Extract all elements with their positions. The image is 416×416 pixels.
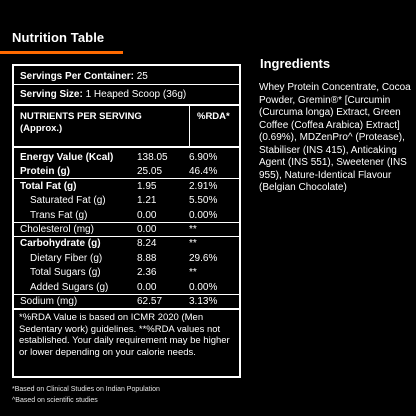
servings-per-container: Servings Per Container: 25: [20, 71, 148, 82]
nutrient-name: Total Fat (g): [20, 180, 77, 192]
nutrition-table-title: Nutrition Table: [12, 30, 105, 45]
nutrient-row: Protein (g) 25.05 46.4%: [14, 165, 239, 180]
rda-header: %RDA*: [197, 111, 230, 122]
nutrient-rda: 6.90%: [189, 152, 218, 163]
nutrient-rda: 0.00%: [189, 281, 218, 293]
nutrient-value: 0.00: [137, 209, 157, 221]
nutrient-value: 8.88: [137, 252, 157, 264]
nutrient-rda: 2.91%: [189, 180, 218, 192]
row-divider: [14, 236, 239, 237]
nutrient-row: Energy Value (Kcal) 138.05 6.90%: [14, 151, 239, 165]
nutrient-value: 1.21: [137, 195, 157, 207]
nutrient-rda: 0.00%: [189, 209, 218, 221]
nutrient-value: 0.00: [137, 224, 157, 235]
row-divider: [14, 221, 239, 223]
nutrients-header-line1: NUTRIENTS PER SERVING: [20, 111, 142, 122]
ingredients-title: Ingredients: [260, 56, 331, 71]
nutrient-value: 8.24: [137, 238, 157, 250]
nutrient-row: Added Sugars (g) 0.00 0.00%: [14, 281, 239, 295]
nutrients-header: NUTRIENTS PER SERVING (Approx.): [20, 111, 142, 135]
nutrient-name: Saturated Fat (g): [30, 195, 106, 207]
title-accent-bar: [0, 51, 123, 54]
nutrients-header-line2: (Approx.): [20, 123, 63, 134]
nutrient-value: 138.05: [137, 152, 168, 163]
nutrient-rda: **: [189, 238, 197, 250]
rda-footnote: *%RDA Value is based on ICMR 2020 (Men S…: [19, 312, 230, 358]
nutrient-value: 25.05: [137, 166, 163, 178]
nutrition-table: Servings Per Container: 25 Serving Size:…: [12, 64, 241, 378]
row-divider: [14, 293, 239, 295]
nutrient-name: Sodium (mg): [20, 296, 78, 307]
nutrient-name: Cholesterol (mg): [20, 224, 94, 235]
nutrient-row: Trans Fat (g) 0.00 0.00%: [14, 209, 239, 223]
footnote-clinical: *Based on Clinical Studies on Indian Pop…: [12, 386, 160, 393]
nutrient-row: Cholesterol (mg) 0.00 **: [14, 223, 239, 237]
nutrient-name: Added Sugars (g): [30, 281, 109, 293]
nutrient-value: 2.36: [137, 267, 157, 279]
nutrient-row: Sodium (mg) 62.57 3.13%: [14, 295, 239, 309]
nutrient-rda: **: [189, 267, 197, 279]
servings-per-container-value: 25: [136, 71, 148, 82]
nutrient-name: Protein (g): [20, 166, 70, 178]
nutrient-name: Trans Fat (g): [30, 209, 88, 221]
nutrient-name: Energy Value (Kcal): [20, 152, 114, 163]
nutrient-name: Total Sugars (g): [30, 267, 101, 279]
divider-thick: [14, 308, 239, 310]
nutrient-row: Carbohydrate (g) 8.24 **: [14, 237, 239, 251]
nutrient-name: Dietary Fiber (g): [30, 252, 103, 264]
nutrient-row: Saturated Fat (g) 1.21 5.50%: [14, 194, 239, 208]
nutrient-rda: 29.6%: [189, 252, 218, 264]
footnote-scientific: ^Based on scientific studies: [12, 397, 98, 404]
nutrient-rda: 46.4%: [189, 166, 218, 178]
divider-thick: [14, 104, 239, 106]
nutrient-rda: 5.50%: [189, 195, 218, 207]
serving-size-value: 1 Heaped Scoop (36g): [85, 89, 187, 100]
servings-per-container-label: Servings Per Container:: [20, 71, 134, 82]
divider: [14, 84, 239, 85]
divider-thick: [14, 146, 239, 148]
nutrient-row: Dietary Fiber (g) 8.88 29.6%: [14, 252, 239, 266]
serving-size-label: Serving Size:: [20, 89, 83, 100]
serving-size: Serving Size: 1 Heaped Scoop (36g): [20, 89, 186, 100]
nutrient-value: 0.00: [137, 281, 157, 293]
header-column-separator: [189, 106, 190, 146]
nutrient-value: 62.57: [137, 296, 163, 307]
nutrient-row: Total Fat (g) 1.95 2.91%: [14, 180, 239, 194]
nutrient-rda: **: [189, 224, 197, 235]
ingredients-text: Whey Protein Concentrate, Cocoa Powder, …: [259, 82, 411, 193]
nutrient-rda: 3.13%: [189, 296, 218, 307]
row-divider: [14, 178, 239, 180]
nutrient-row: Total Sugars (g) 2.36 **: [14, 266, 239, 280]
nutrient-name: Carbohydrate (g): [20, 238, 101, 250]
nutrient-value: 1.95: [137, 180, 157, 192]
